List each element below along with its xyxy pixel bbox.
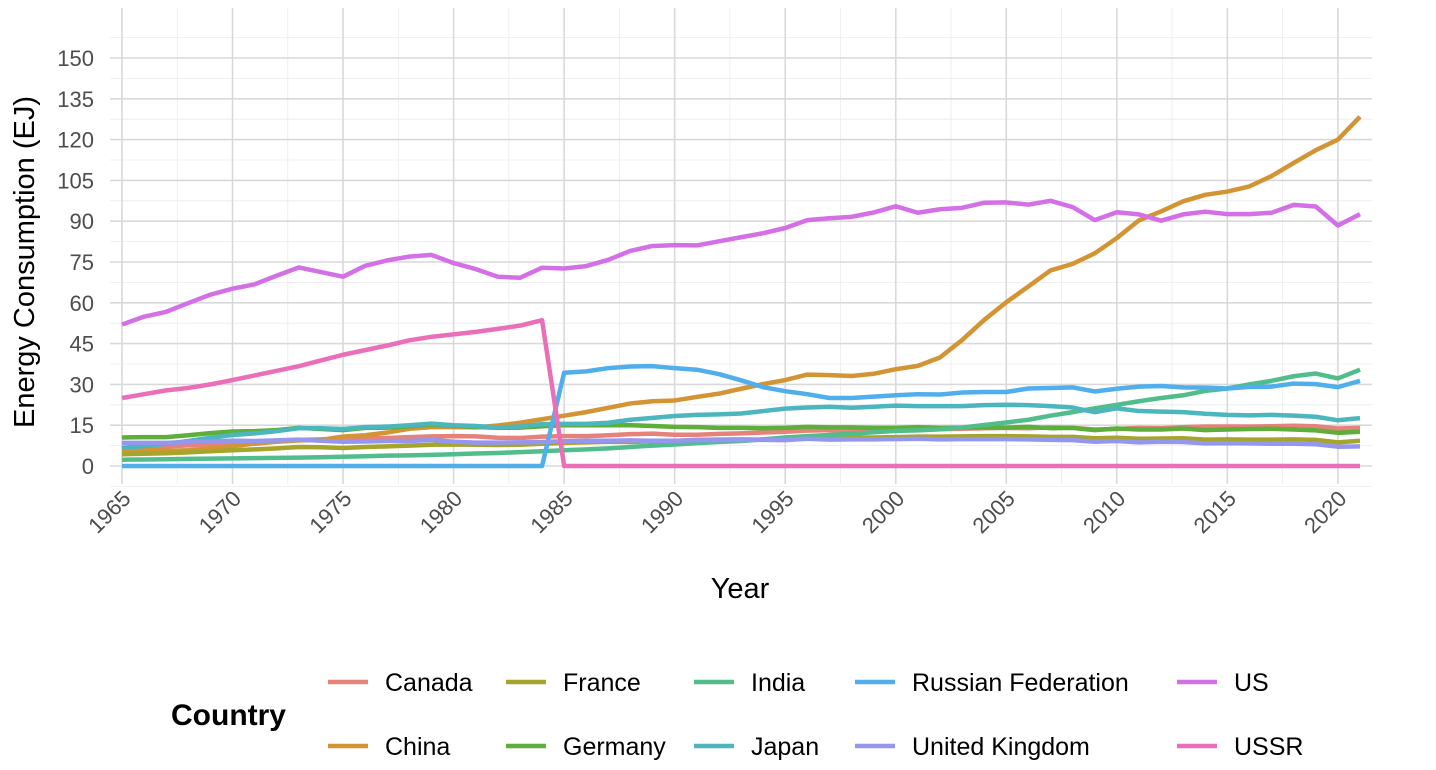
x-tick-label: 1990 <box>636 486 688 538</box>
legend-title: Country <box>171 699 286 732</box>
x-axis-title: Year <box>711 573 770 605</box>
series-lines <box>121 115 1362 469</box>
legend: Country Canada China France Germany India Jap… <box>171 669 1303 761</box>
legend-items: Canada China France Germany India Japan Russia… <box>328 669 1303 761</box>
x-tick-label: 1985 <box>525 486 577 538</box>
legend-label-germany: Germany <box>563 733 666 761</box>
legend-label-canada: Canada <box>385 669 473 697</box>
x-tick-label: 2000 <box>857 486 909 538</box>
legend-label-russian-federation: Russian Federation <box>912 669 1129 697</box>
series-line-ussr <box>121 317 1360 469</box>
x-tick-label: 2020 <box>1299 486 1351 538</box>
series-line-russian-federation <box>122 363 1361 469</box>
legend-label-india: India <box>751 669 805 697</box>
series-line-japan <box>121 402 1361 451</box>
y-tick-label: 0 <box>82 454 94 479</box>
series-line-china <box>121 115 1362 454</box>
series-line-us <box>121 198 1362 327</box>
legend-label-china: China <box>385 733 450 761</box>
y-tick-label: 150 <box>57 46 94 71</box>
legend-label-us: US <box>1234 669 1269 697</box>
legend-label-ussr: USSR <box>1234 733 1303 761</box>
y-tick-label: 75 <box>70 250 94 275</box>
x-axis-tick-labels: 1965 1970 1975 1980 1985 1990 1995 2000 2005 2010… <box>83 486 1351 538</box>
x-tick-label: 1970 <box>194 486 246 538</box>
y-axis-tick-labels: 0 15 30 45 60 75 90 105 120 135 150 <box>57 46 94 479</box>
x-tick-label: 1980 <box>415 486 467 538</box>
y-tick-label: 120 <box>57 128 94 153</box>
y-tick-label: 45 <box>70 332 94 357</box>
legend-label-france: France <box>563 669 641 697</box>
y-tick-label: 15 <box>70 413 94 438</box>
x-tick-label: 1965 <box>83 486 135 538</box>
x-tick-label: 1995 <box>746 486 798 538</box>
y-tick-label: 135 <box>57 87 94 112</box>
x-tick-label: 2015 <box>1189 486 1241 538</box>
y-tick-label: 60 <box>70 291 94 316</box>
legend-label-united-kingdom: United Kingdom <box>912 733 1090 761</box>
y-tick-label: 30 <box>70 372 94 397</box>
x-tick-label: 2010 <box>1078 486 1130 538</box>
x-tick-label: 2005 <box>968 486 1020 538</box>
x-tick-label: 1975 <box>304 486 356 538</box>
y-axis-title: Energy Consumption (EJ) <box>9 96 41 428</box>
y-tick-label: 90 <box>70 209 94 234</box>
y-tick-label: 105 <box>57 168 94 193</box>
legend-label-japan: Japan <box>751 733 819 761</box>
series-line-united-kingdom <box>122 436 1361 449</box>
